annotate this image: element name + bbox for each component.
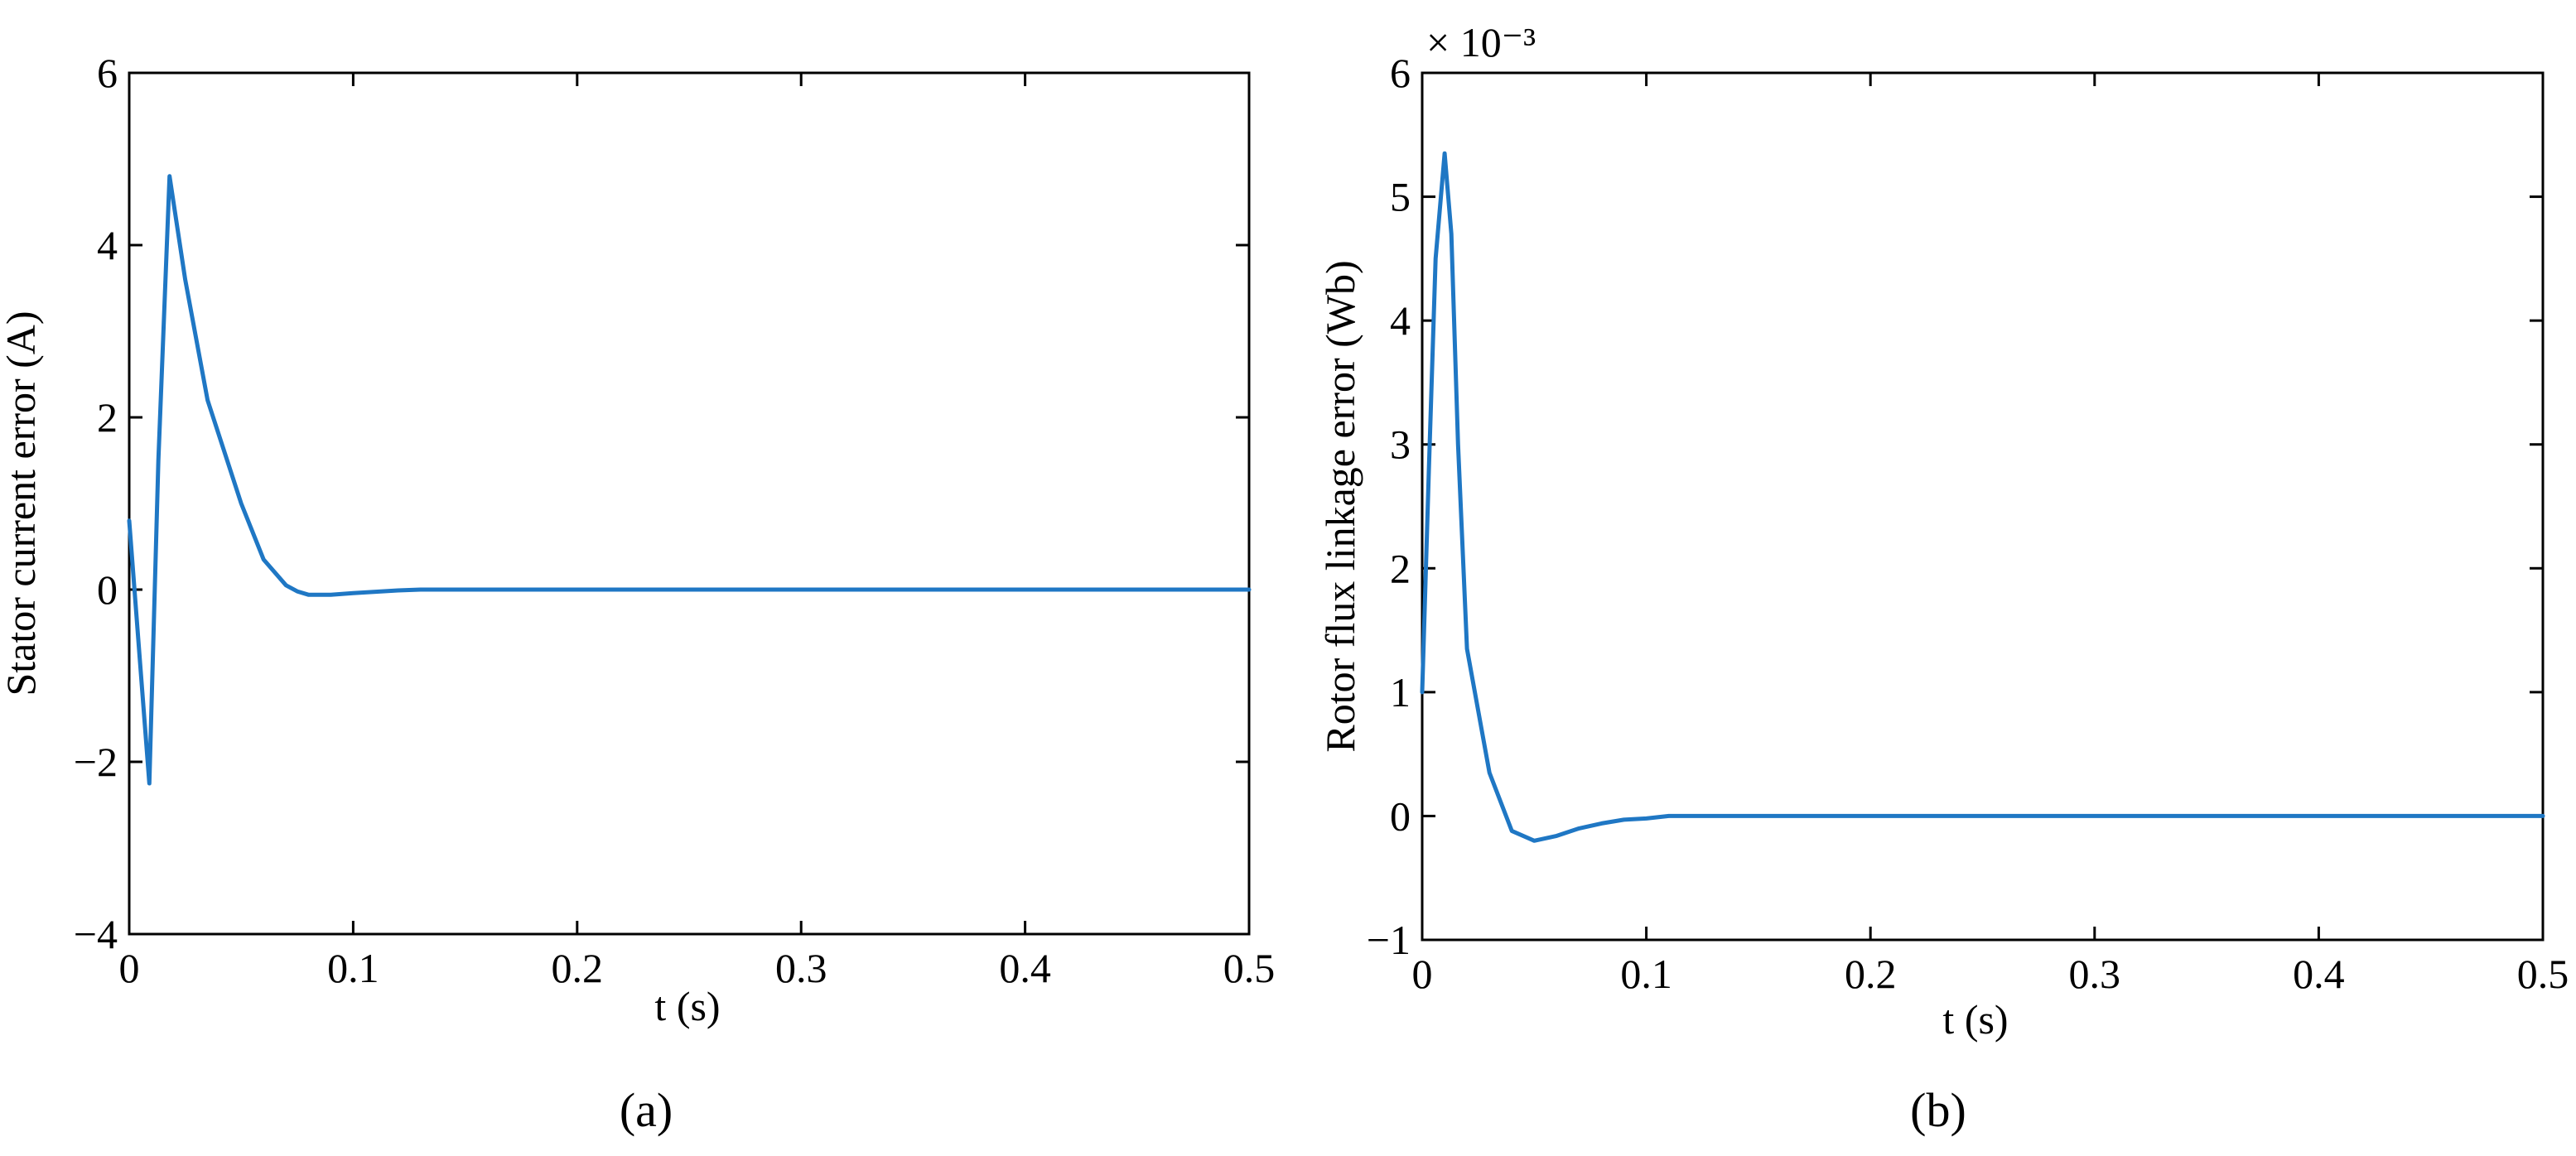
x-axis-label: t (s) — [1942, 996, 2008, 1043]
panel-caption: (b) — [1910, 1083, 1966, 1137]
x-tick-label: 0.5 — [2517, 951, 2569, 997]
y-tick-label: −1 — [1367, 917, 1411, 963]
x-tick-label: 0.4 — [999, 945, 1051, 991]
y-axis-label: Rotor flux linkage error (Wb) — [1317, 260, 1363, 752]
panel-caption: (a) — [620, 1083, 673, 1137]
y-exponent-label: × 10⁻³ — [1426, 19, 1536, 65]
chart-a: 0 0.1 0.2 0.3 0.4 0.5 −4 −2 0 2 4 6 t (s) Stator curr… — [0, 50, 1275, 1137]
y-tick-label: −4 — [74, 911, 118, 957]
y-tick-label: 3 — [1390, 421, 1411, 468]
x-tick-label: 0 — [119, 945, 140, 991]
y-tick-label: −2 — [74, 739, 118, 785]
y-tick-label: 6 — [1390, 50, 1411, 96]
x-tick-label: 0 — [1412, 951, 1433, 997]
y-tick-label: 0 — [97, 566, 118, 613]
x-axis-label: t (s) — [654, 983, 720, 1029]
y-axis-label: Stator current error (A) — [0, 311, 44, 696]
y-tick-label: 2 — [1390, 545, 1411, 591]
series-line — [127, 174, 1252, 786]
y-tick-label: 6 — [97, 50, 118, 96]
y-tick-label: 4 — [97, 222, 118, 268]
y-tick-label: 4 — [1390, 297, 1411, 344]
x-tick-label: 0.5 — [1223, 945, 1276, 991]
plot-frame — [1421, 71, 2545, 942]
y-tick-label: 1 — [1390, 669, 1411, 715]
y-tick-label: 5 — [1390, 174, 1411, 220]
x-tick-label: 0.1 — [1620, 951, 1672, 997]
x-tick-label: 0.1 — [327, 945, 379, 991]
x-tick-label: 0.3 — [2069, 951, 2121, 997]
y-tick-label: 0 — [1390, 792, 1411, 839]
y-tick-label: 2 — [97, 394, 118, 441]
x-tick-label: 0.4 — [2293, 951, 2345, 997]
x-tick-label: 0.2 — [1845, 951, 1897, 997]
plot-frame — [128, 71, 1251, 936]
x-tick-label: 0.3 — [775, 945, 827, 991]
x-tick-label: 0.2 — [552, 945, 604, 991]
series-line — [1420, 151, 2545, 843]
